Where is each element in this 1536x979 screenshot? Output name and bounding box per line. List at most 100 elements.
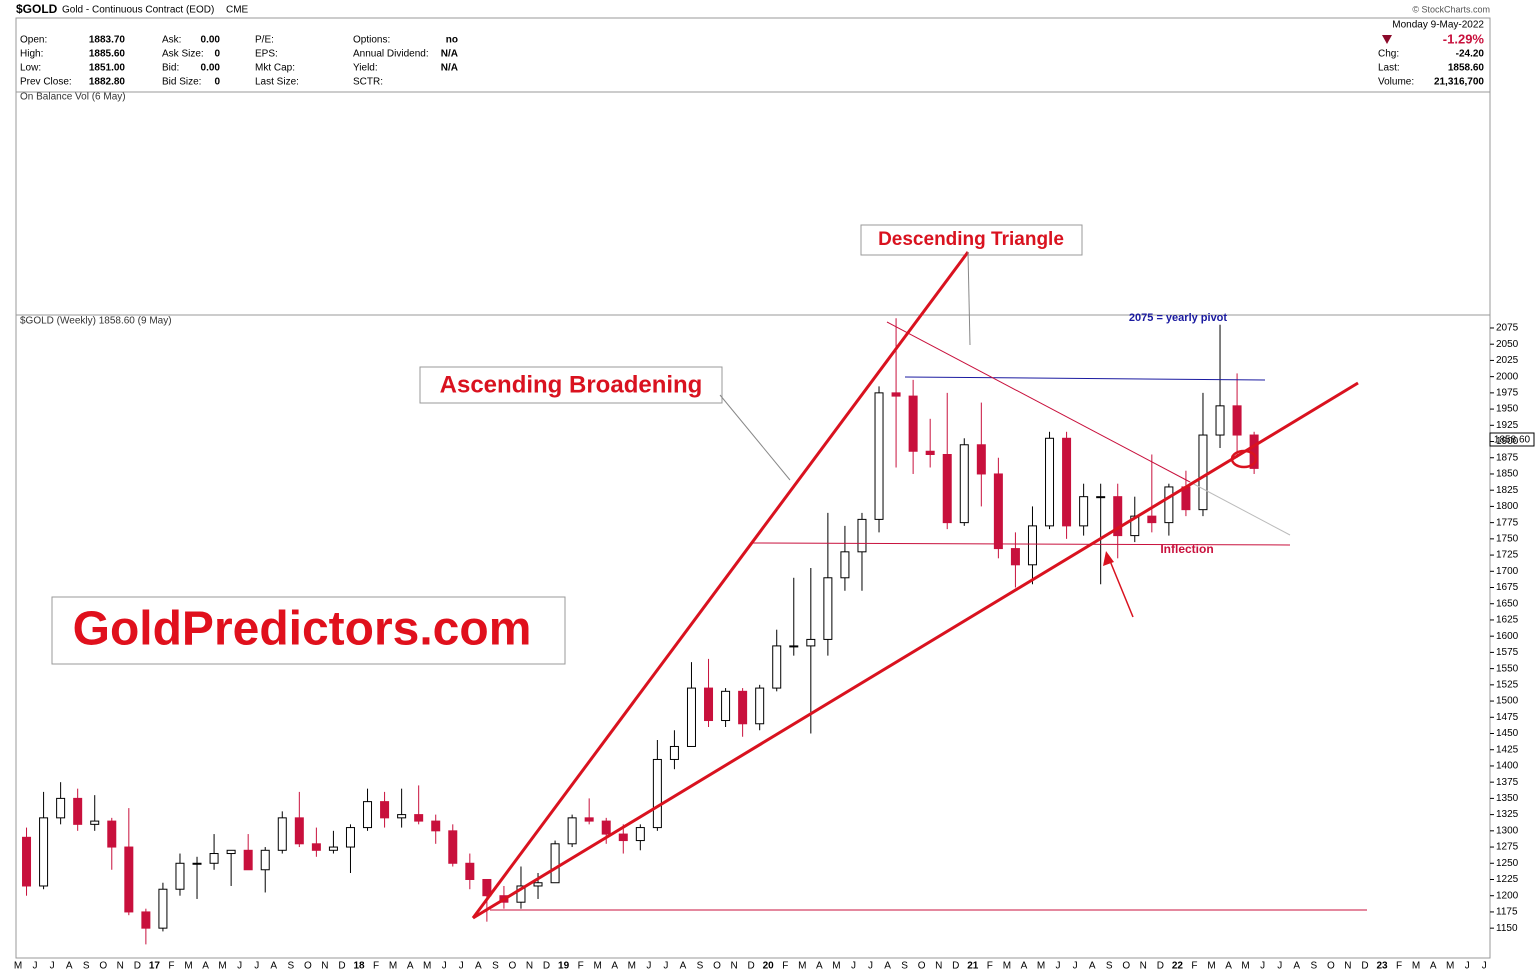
candle-body [209, 853, 219, 864]
x-tick-label: 21 [967, 961, 979, 972]
y-tick-label: 1950 [1496, 404, 1519, 415]
quote-value: 21,316,700 [1434, 77, 1484, 88]
x-tick-label: N [935, 961, 942, 972]
y-tick-label: 1650 [1496, 598, 1519, 609]
candle-body [686, 687, 696, 747]
callout: Ascending Broadening [440, 371, 703, 398]
candle-body [618, 833, 628, 842]
quote-label: Prev Close: [20, 77, 72, 88]
x-tick-label: M [1037, 961, 1045, 972]
x-tick-label: O [1122, 961, 1130, 972]
callout-box [860, 224, 1083, 256]
x-tick-label: D [543, 961, 550, 972]
candle-body [124, 846, 134, 913]
y-tick-label: 1775 [1496, 517, 1519, 528]
candle-body [942, 454, 952, 524]
upper-trendline [471, 251, 970, 919]
candle-body [857, 518, 867, 553]
symbol-name: Gold - Continuous Contract (EOD) [62, 5, 214, 16]
quote-value: 1885.60 [89, 49, 126, 60]
candle-body [1147, 515, 1157, 524]
candle-body [465, 862, 475, 880]
y-tick-label: 1475 [1496, 712, 1519, 723]
candle-body [806, 638, 816, 647]
x-tick-label: F [1396, 961, 1402, 972]
x-tick-label: M [1412, 961, 1420, 972]
x-tick-label: J [868, 961, 873, 972]
candle-body [39, 817, 49, 887]
x-tick-label: O [1327, 961, 1335, 972]
circle [1230, 449, 1258, 469]
candle-body [755, 687, 765, 725]
quote-label: SCTR: [353, 77, 383, 88]
x-tick-label: A [270, 961, 277, 972]
quote-label: Ask: [162, 35, 181, 46]
candle-body [550, 843, 560, 884]
x-tick-label: J [50, 961, 55, 972]
quote-value: 0.00 [201, 35, 221, 46]
x-tick-label: A [611, 961, 618, 972]
y-tick-label: 1250 [1496, 858, 1519, 869]
y-tick-label: 1375 [1496, 777, 1519, 788]
x-tick-label: D [338, 961, 345, 972]
x-tick-label: A [407, 961, 414, 972]
candle-body [533, 882, 543, 887]
candle-body [1198, 434, 1208, 511]
candle-body [277, 817, 287, 851]
candle-body [601, 820, 611, 835]
y-tick-label: 1325 [1496, 809, 1519, 820]
quote-value: 0 [214, 49, 220, 60]
x-tick-label: J [442, 961, 447, 972]
arrow [1107, 555, 1134, 618]
candle-body [363, 801, 373, 829]
candle-body [976, 444, 986, 475]
candle-body [107, 820, 117, 848]
candle-body [1027, 525, 1037, 566]
x-tick-label: M [628, 961, 636, 972]
x-tick-label: A [1021, 961, 1028, 972]
x-tick-label: A [202, 961, 209, 972]
y-tick-label: 1175 [1496, 907, 1518, 918]
x-tick-label: M [218, 961, 226, 972]
candle-body [1215, 405, 1225, 436]
candle-body [158, 888, 168, 929]
y-tick-label: 1725 [1496, 550, 1519, 561]
quote-label: Last Size: [255, 77, 299, 88]
x-tick-label: A [1225, 961, 1232, 972]
x-tick-label: D [1157, 961, 1164, 972]
callout-pointer [719, 394, 791, 481]
quote-label: Bid Size: [162, 77, 201, 88]
x-tick-label: S [1106, 961, 1113, 972]
candle-body [772, 645, 782, 689]
x-tick-label: A [1430, 961, 1437, 972]
candle-body [192, 862, 202, 865]
x-tick-label: S [287, 961, 294, 972]
candle-body [431, 820, 441, 832]
quote-label: Volume: [1378, 77, 1414, 88]
y-tick-label: 1525 [1496, 679, 1519, 690]
quote-label: Options: [353, 35, 390, 46]
x-tick-label: D [134, 961, 141, 972]
x-tick-label: M [798, 961, 806, 972]
candle-body [1130, 515, 1140, 537]
obv-label: On Balance Vol (6 May) [20, 92, 126, 103]
down-arrow [1382, 35, 1392, 44]
y-tick-label: 1600 [1496, 631, 1519, 642]
x-tick-label: A [816, 961, 823, 972]
price-label: $GOLD (Weekly) 1858.60 (9 May) [20, 316, 172, 327]
x-tick-label: F [373, 961, 379, 972]
x-tick-label: J [851, 961, 856, 972]
candle-body [669, 745, 679, 760]
candle-body [1113, 496, 1123, 537]
y-tick-label: 1350 [1496, 793, 1519, 804]
candle-body [721, 690, 731, 722]
candle-body [380, 801, 390, 819]
pivot-line [904, 376, 1266, 381]
candle-body [789, 645, 799, 648]
x-tick-label: N [526, 961, 533, 972]
candle-body [90, 820, 100, 825]
x-tick-label: A [1089, 961, 1096, 972]
candle-body [328, 846, 338, 851]
quote-label: Annual Dividend: [353, 49, 429, 60]
candle-body [175, 862, 185, 890]
